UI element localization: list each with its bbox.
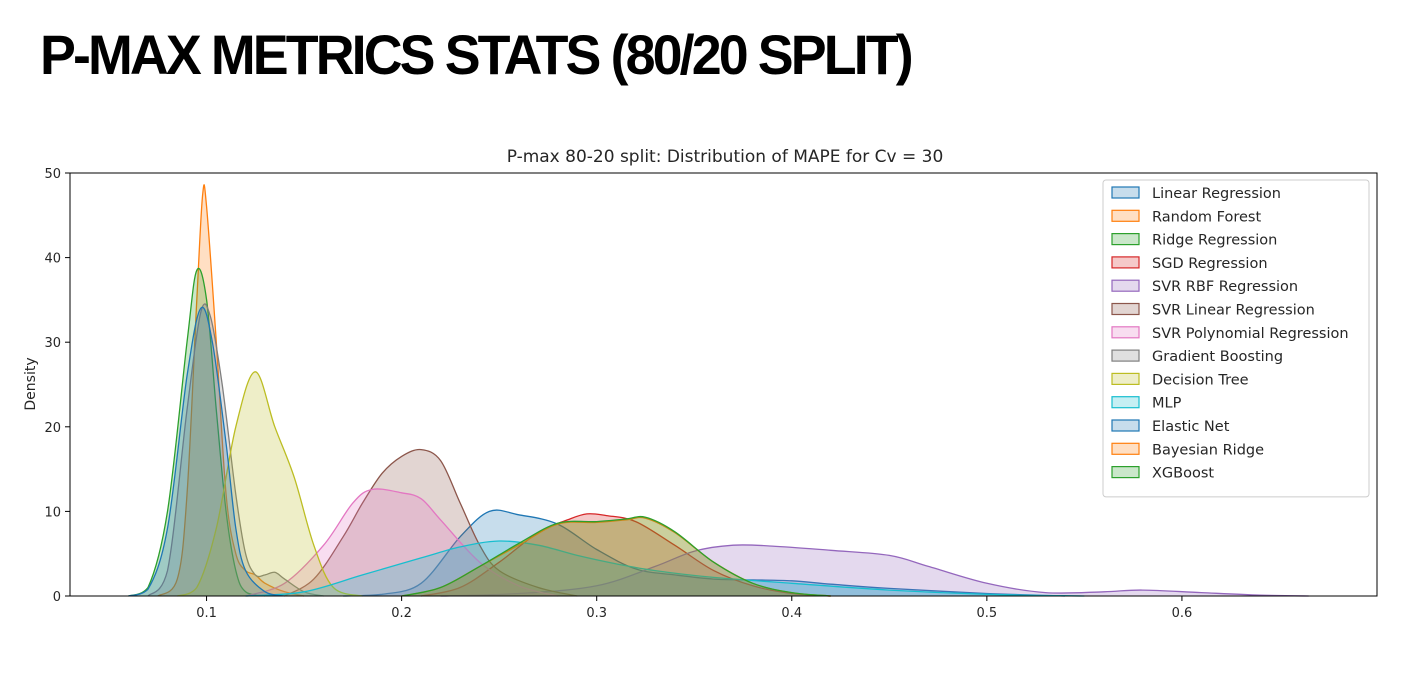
legend-label-bayesian-ridge: Bayesian Ridge [1152, 442, 1264, 458]
legend-swatch-decision-tree [1111, 372, 1140, 385]
density-area-linear-regression [343, 510, 1065, 596]
density-area-svr-rbf-regression [440, 544, 1309, 596]
density-area-decision-tree [177, 371, 363, 596]
density-area-sgd-regression [421, 513, 831, 596]
density-line-ridge-regression [128, 267, 266, 597]
density-line-xgboost [401, 515, 831, 597]
legend-swatch-random-forest [1111, 209, 1140, 222]
x-tick-label: 0.4 [781, 606, 802, 621]
legend-swatch-svr-polynomial-regression [1111, 326, 1140, 339]
density-line-linear-regression [343, 509, 1065, 597]
legend-swatch-svr-rbf-regression [1111, 279, 1140, 292]
legend-label-svr-polynomial-regression: SVR Polynomial Regression [1152, 326, 1349, 342]
legend-swatch-elastic-net [1111, 419, 1140, 432]
density-line-elastic-net [128, 306, 285, 597]
y-axis-ticks: 0 10 20 30 40 50 [44, 167, 70, 605]
density-area-elastic-net [128, 307, 285, 596]
legend-label-elastic-net: Elastic Net [1152, 419, 1230, 435]
legend-label-xgboost: XGBoost [1152, 466, 1214, 482]
x-tick-label: 0.5 [977, 606, 998, 621]
legend-box [1102, 179, 1370, 498]
y-tick-label: 50 [44, 167, 61, 182]
density-line-sgd-regression [420, 513, 831, 597]
density-area-bayesian-ridge [401, 517, 831, 596]
legend-label-ridge-regression: Ridge Regression [1152, 233, 1277, 249]
legend-label-random-forest: Random Forest [1152, 209, 1261, 225]
density-area-ridge-regression [128, 268, 266, 596]
legend-swatch-mlp [1111, 396, 1140, 409]
x-axis-ticks: 0.1 0.2 0.3 0.4 0.5 0.6 [196, 596, 1192, 621]
density-area-mlp [245, 540, 1085, 596]
legend-label-svr-linear-regression: SVR Linear Regression [1152, 303, 1315, 319]
y-tick-label: 30 [44, 336, 61, 351]
legend-swatch-gradient-boosting [1111, 349, 1140, 362]
density-areas [128, 184, 1309, 597]
y-tick-label: 0 [53, 590, 61, 605]
legend-swatch-sgd-regression [1111, 256, 1140, 269]
y-tick-label: 40 [44, 252, 61, 267]
legend-swatch-svr-linear-regression [1111, 302, 1140, 316]
legend-swatch-linear-regression [1111, 186, 1140, 199]
x-tick-label: 0.6 [1172, 606, 1193, 621]
legend-label-decision-tree: Decision Tree [1152, 372, 1249, 388]
legend-label-svr-rbf-regression: SVR RBF Regression [1152, 279, 1298, 295]
density-line-svr-polynomial-regression [245, 488, 558, 597]
legend-swatch-ridge-regression [1111, 233, 1140, 246]
x-tick-label: 0.1 [196, 606, 217, 621]
density-area-random-forest [157, 184, 305, 597]
density-line-mlp [245, 540, 1085, 597]
density-line-svr-rbf-regression [440, 544, 1309, 597]
density-area-svr-linear-regression [284, 449, 578, 596]
chart-title: P-max 80-20 split: Distribution of MAPE … [507, 147, 944, 167]
y-axis-label: Density [23, 357, 39, 410]
density-area-svr-polynomial-regression [245, 488, 558, 596]
legend-swatch-bayesian-ridge [1111, 442, 1140, 455]
y-tick-label: 20 [44, 421, 61, 436]
legend-label-mlp: MLP [1152, 396, 1182, 412]
slide-title: P-MAX METRICS STATS (80/20 SPLIT) [40, 23, 914, 86]
legend-label-linear-regression: Linear Regression [1152, 186, 1281, 202]
density-line-decision-tree [177, 371, 363, 597]
x-tick-label: 0.2 [391, 606, 412, 621]
density-line-svr-linear-regression [284, 448, 578, 597]
density-area-xgboost [401, 516, 831, 596]
legend-swatch-xgboost [1111, 466, 1140, 479]
legend-label-sgd-regression: SGD Regression [1152, 256, 1268, 272]
legend: Linear Regression Random Forest Ridge Regr… [1102, 179, 1370, 498]
legend-label-gradient-boosting: Gradient Boosting [1152, 349, 1283, 365]
x-tick-label: 0.3 [586, 606, 607, 621]
plot-frame [69, 172, 1378, 597]
density-line-gradient-boosting [147, 303, 324, 597]
y-tick-label: 10 [44, 505, 61, 520]
density-area-gradient-boosting [148, 303, 324, 596]
